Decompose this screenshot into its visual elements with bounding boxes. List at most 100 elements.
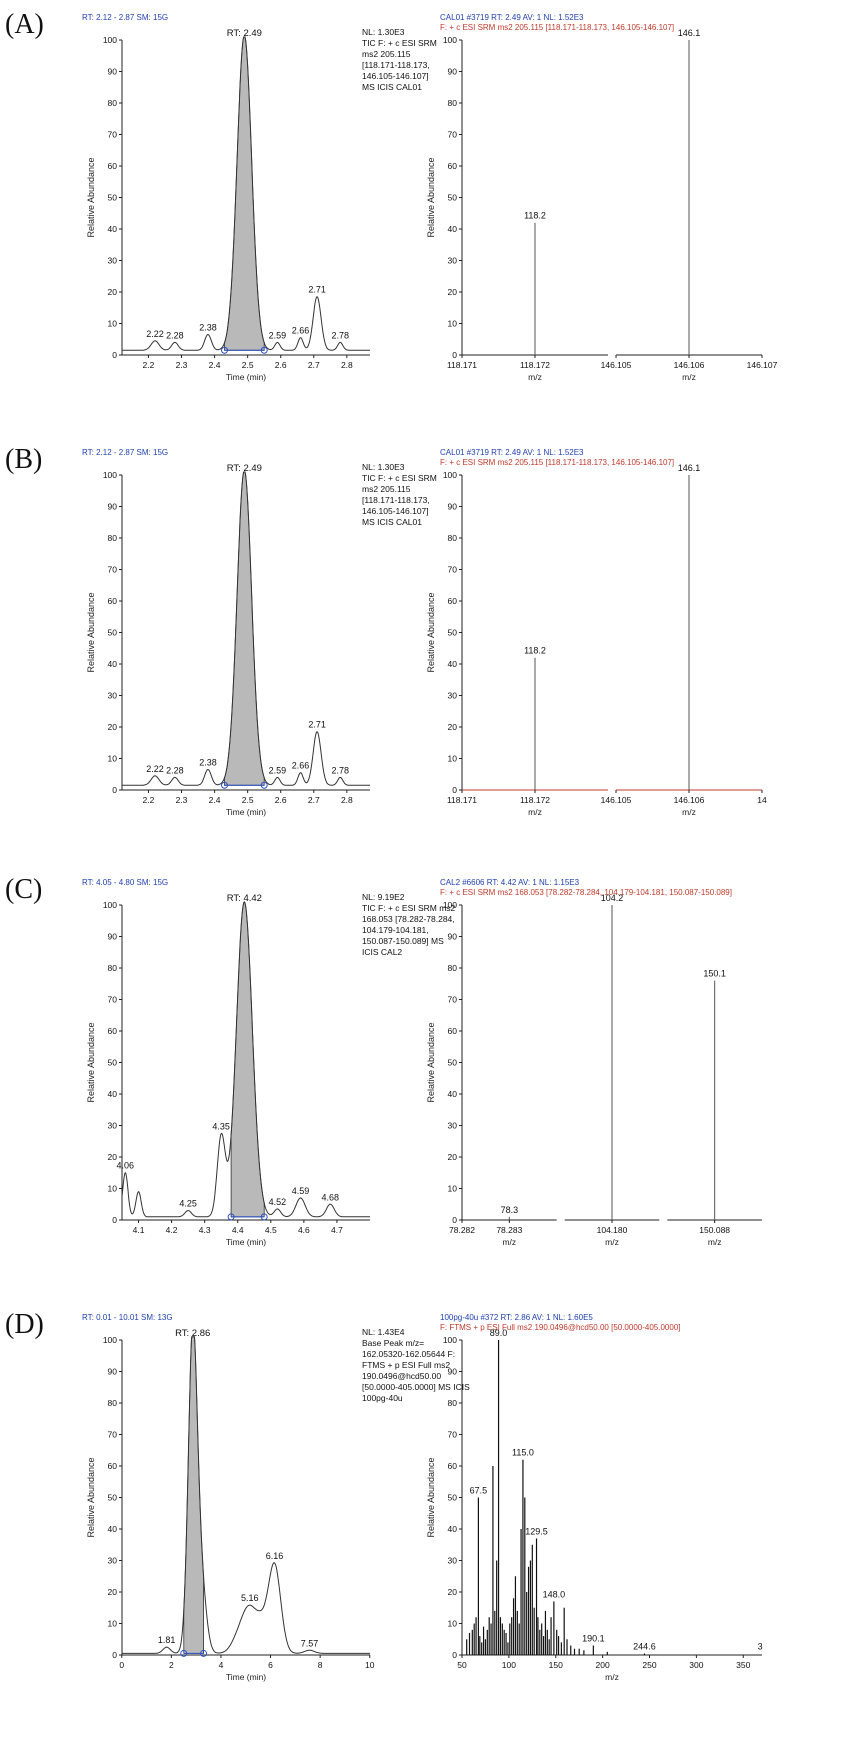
spectrum-x-tick-label: 150 [549, 1660, 563, 1670]
chrom-y-axis-label: Relative Abundance [86, 592, 96, 672]
spectrum-x-axis-label: m/z [528, 807, 542, 817]
baseline-end-marker [200, 1649, 208, 1657]
chrom-x-axis-label: Time (min) [226, 1237, 266, 1247]
spectrum-peak-label: 146.1 [678, 28, 701, 38]
chrom-y-tick-label: 40 [108, 1524, 118, 1534]
main-peak-rt-label: RT: 2.49 [227, 28, 262, 39]
spectrum-peak-label: 190.1 [582, 1634, 605, 1644]
chromatogram-trace [122, 1336, 370, 1654]
chrom-y-tick-label: 60 [108, 596, 118, 606]
chrom-info-line: 146.105-146.107] [362, 506, 429, 516]
chrom-info-line: 162.05320-162.05644 F: [362, 1349, 455, 1359]
spectrum-y-tick-label: 80 [448, 963, 458, 973]
chrom-info-line: TIC F: + c ESI SRM ms2 [362, 903, 456, 913]
spectrum-x-tick-label: 118.172 [520, 360, 550, 370]
spectrum-y-axis-label: Relative Abundance [426, 157, 436, 237]
chrom-info-line: 150.087-150.089] MS [362, 936, 444, 946]
chrom-x-tick-label: 2.4 [209, 795, 221, 805]
peak-label: 1.81 [158, 1635, 176, 1645]
peak-label: 5.16 [241, 1593, 259, 1603]
chrom-x-tick-label: 4 [219, 1660, 224, 1670]
chrom-y-tick-label: 100 [103, 35, 117, 45]
spectrum-filter: F: + c ESI SRM ms2 205.115 [118.171-118.… [440, 458, 674, 467]
spectrum-y-tick-label: 50 [448, 628, 458, 638]
spectrum-peak-label: 129.5 [525, 1526, 548, 1536]
spectrum-x-tick-label: 146.107 [747, 360, 778, 370]
chrom-y-tick-label: 90 [108, 1367, 118, 1377]
integrated-peak-area [183, 1336, 204, 1654]
spectrum-header: CAL2 #6606 RT: 4.42 AV: 1 NL: 1.15E3 [440, 878, 580, 887]
chrom-header: RT: 4.05 - 4.80 SM: 15G [82, 878, 168, 887]
chrom-y-tick-label: 100 [103, 1335, 117, 1345]
chrom-y-tick-label: 0 [112, 350, 117, 360]
spectrum-x-tick-label: 146.105 [601, 795, 632, 805]
chrom-x-tick-label: 4.5 [265, 1225, 277, 1235]
peak-label: 2.71 [308, 285, 326, 295]
peak-label: 4.25 [179, 1199, 197, 1209]
chrom-y-tick-label: 50 [108, 1058, 118, 1068]
spectrum-x-axis-label: m/z [605, 1672, 619, 1682]
chrom-y-tick-label: 90 [108, 502, 118, 512]
spectrum-y-tick-label: 100 [443, 1335, 457, 1345]
baseline-end-marker [260, 781, 268, 789]
chrom-y-tick-label: 100 [103, 470, 117, 480]
spectrum-y-tick-label: 10 [448, 319, 458, 329]
spectrum-peak-label: 89.0 [490, 1328, 508, 1338]
spectrum-x-tick-label: 104.180 [597, 1225, 628, 1235]
chrom-y-tick-label: 20 [108, 722, 118, 732]
chrom-info-line: 168.053 [78.282-78.284, [362, 914, 455, 924]
spectrum-y-tick-label: 10 [448, 1619, 458, 1629]
spectrum-y-tick-label: 40 [448, 224, 458, 234]
chrom-y-tick-label: 80 [108, 533, 118, 543]
spectrum-x-tick-label: 100 [502, 1660, 516, 1670]
chrom-x-tick-label: 4.3 [199, 1225, 211, 1235]
spectrum-y-tick-label: 60 [448, 1461, 458, 1471]
spectrum-x-tick-label: 150.088 [699, 1225, 730, 1235]
chrom-y-tick-label: 30 [108, 256, 118, 266]
chrom-info-line: 100pg-40u [362, 1393, 403, 1403]
spectrum-peak-label: 118.2 [524, 646, 546, 656]
panel-d: (D) RT: 0.01 - 10.01 SM: 13G NL: 1.43E4Bas… [5, 1309, 763, 1682]
spectrum-y-tick-label: 90 [448, 932, 458, 942]
spectrum-peak-label: 148.0 [543, 1589, 566, 1599]
spectrum-y-tick-label: 20 [448, 1152, 458, 1162]
chrom-y-tick-label: 50 [108, 1493, 118, 1503]
spectrum-y-tick-label: 50 [448, 1058, 458, 1068]
spectrum-filter: F: + c ESI SRM ms2 205.115 [118.171-118.… [440, 23, 674, 32]
panel-label: (A) [5, 9, 44, 40]
spectrum-peak-label: 150.1 [703, 969, 726, 979]
spectrum-header: CAL01 #3719 RT: 2.49 AV: 1 NL: 1.52E3 [440, 13, 584, 22]
chrom-x-axis-label: Time (min) [226, 807, 266, 817]
chrom-y-tick-label: 40 [108, 659, 118, 669]
chrom-y-tick-label: 90 [108, 932, 118, 942]
spectrum-x-tick-label: 200 [596, 1660, 610, 1670]
chrom-info-line: Base Peak m/z= [362, 1338, 424, 1348]
chrom-y-tick-label: 60 [108, 161, 118, 171]
chrom-y-tick-label: 20 [108, 287, 118, 297]
spectrum-peak-label: 118.2 [524, 211, 546, 221]
chrom-y-tick-label: 100 [103, 900, 117, 910]
spectrum-x-axis-label: m/z [682, 807, 696, 817]
spectrum-y-axis-label: Relative Abundance [426, 1022, 436, 1102]
spectrum-x-tick-label: 78.282 [449, 1225, 475, 1235]
chrom-x-axis-label: Time (min) [226, 372, 266, 382]
chrom-y-tick-label: 0 [112, 1650, 117, 1660]
mass-spectrum: CAL01 #3719 RT: 2.49 AV: 1 NL: 1.52E3F: … [426, 448, 767, 817]
peak-label: 2.78 [331, 330, 349, 340]
spectrum-y-tick-label: 30 [448, 256, 458, 266]
main-peak-rt-label: RT: 4.42 [227, 893, 262, 904]
spectrum-x-axis-label: m/z [605, 1237, 619, 1247]
chrom-y-tick-label: 10 [108, 1619, 118, 1629]
chrom-x-tick-label: 4.7 [331, 1225, 343, 1235]
spectrum-x-tick-label: 14 [757, 795, 767, 805]
spectrum-peak-label: 78.3 [501, 1205, 519, 1215]
chrom-info-line: FTMS + p ESI Full ms2 [362, 1360, 450, 1370]
chrom-x-tick-label: 4.1 [133, 1225, 145, 1235]
spectrum-peak-label: 244.6 [633, 1641, 656, 1651]
chrom-y-tick-label: 0 [112, 785, 117, 795]
